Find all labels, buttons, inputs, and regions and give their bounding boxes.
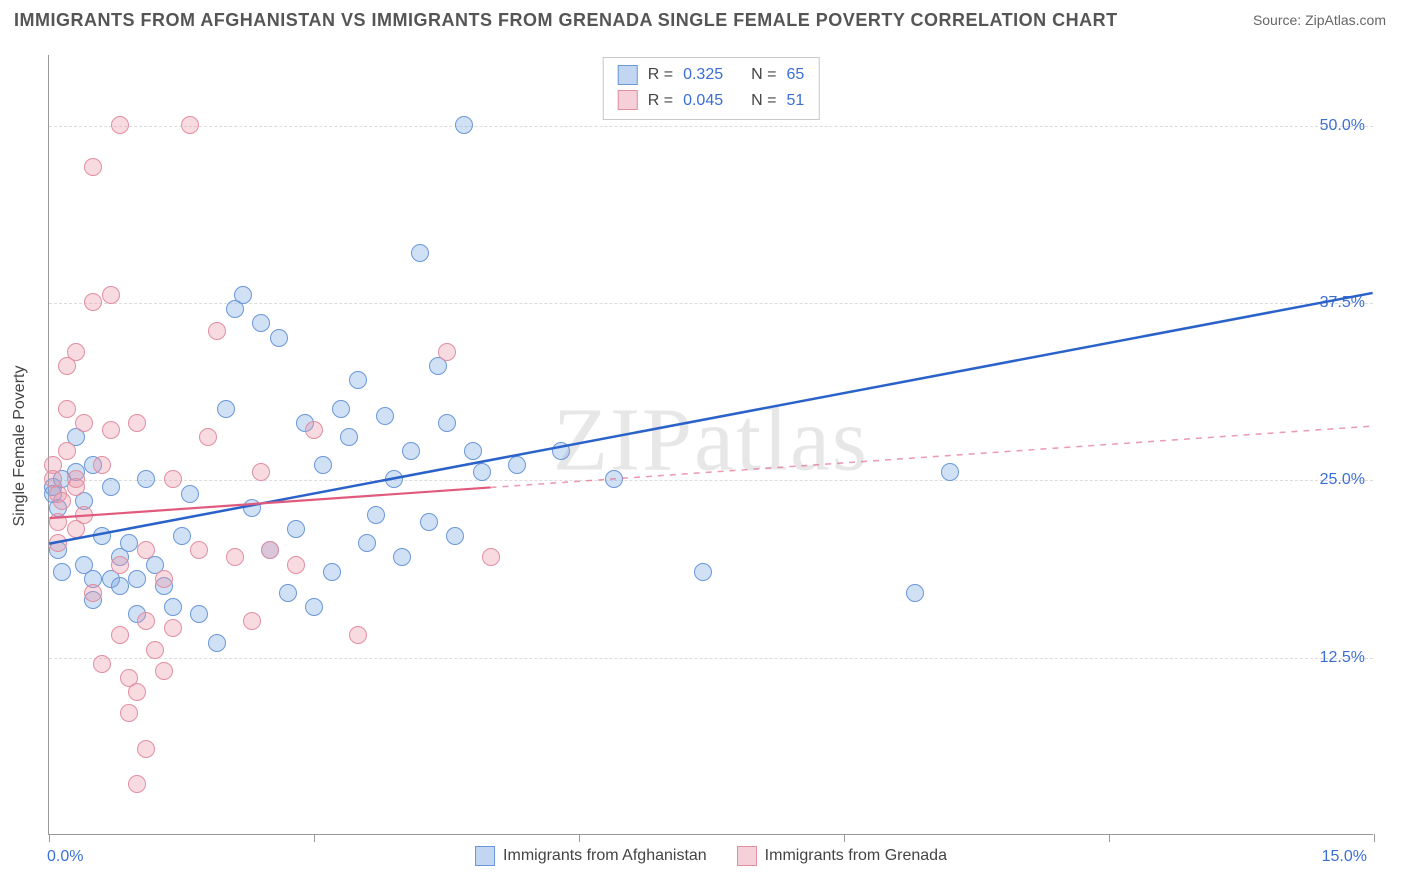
legend-row-grenada: R = 0.045 N = 51: [618, 88, 805, 114]
x-tick: [314, 834, 315, 842]
legend-r-label: R =: [648, 62, 673, 88]
y-axis-title: Single Female Poverty: [11, 366, 29, 527]
legend-r-value: 0.325: [683, 62, 723, 88]
trend-line-solid: [49, 487, 490, 518]
legend-label: Immigrants from Afghanistan: [503, 847, 707, 865]
legend-r-value: 0.045: [683, 88, 723, 114]
legend-n-value: 65: [786, 62, 804, 88]
legend-item-afghanistan: Immigrants from Afghanistan: [475, 846, 707, 866]
legend-r-label: R =: [648, 88, 673, 114]
x-axis-max-label: 15.0%: [1322, 848, 1367, 866]
series-legend: Immigrants from Afghanistan Immigrants f…: [475, 846, 947, 866]
x-axis-min-label: 0.0%: [47, 848, 83, 866]
legend-row-afghanistan: R = 0.325 N = 65: [618, 62, 805, 88]
trend-lines-svg: [49, 55, 1373, 834]
legend-n-label: N =: [751, 62, 776, 88]
correlation-legend: R = 0.325 N = 65 R = 0.045 N = 51: [603, 57, 820, 120]
x-tick: [844, 834, 845, 842]
swatch-afghanistan-icon: [618, 65, 638, 85]
source-attribution: Source: ZipAtlas.com: [1253, 12, 1386, 28]
x-tick: [49, 834, 50, 842]
legend-n-value: 51: [786, 88, 804, 114]
swatch-grenada-icon: [618, 90, 638, 110]
legend-n-label: N =: [751, 88, 776, 114]
swatch-grenada-icon: [737, 846, 757, 866]
chart-plot-area: ZIPatlas R = 0.325 N = 65 R = 0.045 N = …: [48, 55, 1373, 835]
x-tick: [1374, 834, 1375, 842]
legend-item-grenada: Immigrants from Grenada: [737, 846, 947, 866]
x-tick: [579, 834, 580, 842]
legend-label: Immigrants from Grenada: [765, 847, 947, 865]
trend-line-solid: [49, 293, 1372, 544]
swatch-afghanistan-icon: [475, 846, 495, 866]
x-tick: [1109, 834, 1110, 842]
chart-title: IMMIGRANTS FROM AFGHANISTAN VS IMMIGRANT…: [14, 10, 1118, 31]
